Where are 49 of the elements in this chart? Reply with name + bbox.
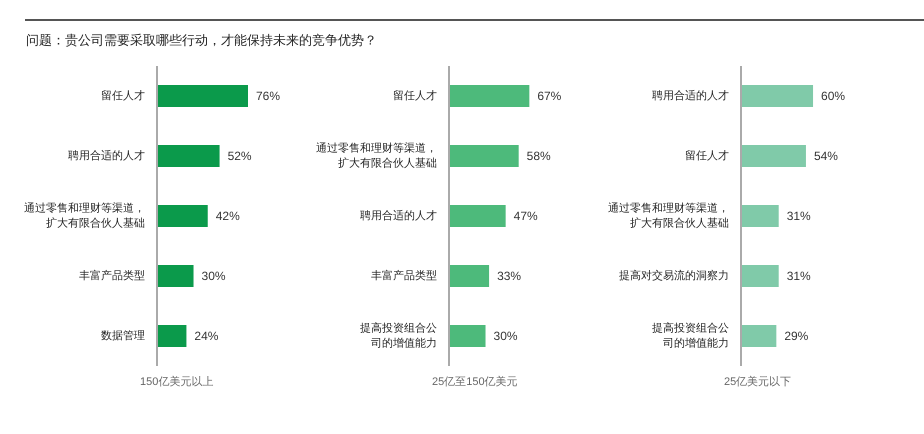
y-tick-label: 通过零售和理财等渠道，扩大有限合伙人基础 [608, 202, 729, 230]
bar [158, 325, 186, 347]
bar [450, 205, 506, 227]
data-label: 60% [821, 89, 846, 103]
y-tick-label: 留任人才 [393, 89, 437, 102]
bar [158, 85, 248, 107]
data-label: 42% [216, 209, 240, 223]
bar [450, 85, 530, 107]
y-tick-label: 留任人才 [101, 89, 145, 102]
data-label: 30% [202, 269, 226, 283]
y-tick-label: 数据管理 [101, 330, 145, 342]
data-label: 47% [514, 209, 538, 223]
data-label: 67% [537, 89, 562, 103]
data-label: 33% [497, 269, 522, 283]
bar [158, 205, 208, 227]
bar [742, 145, 806, 167]
bar [158, 145, 220, 167]
data-label: 29% [784, 329, 809, 343]
y-tick-label: 丰富产品类型 [79, 269, 145, 282]
x-axis-title: 25亿至150亿美元 [432, 375, 518, 388]
data-label: 31% [786, 269, 812, 283]
bar [450, 145, 519, 167]
y-tick-label: 通过零售和理财等渠道，扩大有限合伙人基础 [24, 202, 145, 230]
y-tick-label: 提高投资组合公司的增值能力 [360, 322, 437, 350]
bar [742, 205, 779, 227]
chart-title: 问题：贵公司需要采取哪些行动，才能保持未来的竞争优势？ [26, 32, 377, 48]
x-axis-title: 25亿美元以下 [724, 375, 792, 388]
y-tick-label: 提高对交易流的洞察力 [619, 269, 729, 282]
y-tick-label: 聘用合适的人才 [652, 89, 729, 102]
x-axis-title: 150亿美元以上 [140, 375, 214, 388]
bar [742, 85, 814, 107]
y-tick-label: 提高投资组合公司的增值能力 [652, 322, 729, 350]
bar [158, 265, 194, 287]
y-tick-label: 留任人才 [685, 149, 729, 162]
bar [450, 265, 490, 287]
data-label: 76% [256, 89, 280, 103]
data-label: 24% [194, 329, 219, 343]
bar [742, 325, 776, 347]
y-tick-label: 通过零售和理财等渠道，扩大有限合伙人基础 [316, 142, 437, 170]
bar [742, 265, 779, 287]
data-label: 58% [526, 149, 552, 163]
data-label: 54% [814, 149, 838, 163]
y-tick-label: 丰富产品类型 [371, 269, 437, 282]
data-label: 31% [786, 209, 812, 223]
bar [450, 325, 486, 347]
y-tick-label: 聘用合适的人才 [360, 209, 437, 222]
data-label: 30% [494, 329, 518, 343]
data-label: 52% [228, 149, 252, 163]
y-tick-label: 聘用合适的人才 [68, 149, 145, 162]
